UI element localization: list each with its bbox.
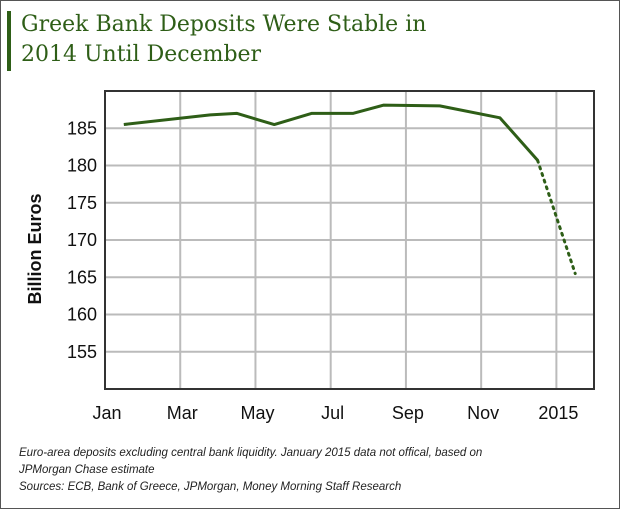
chart-title-line-2: 2014 Until December — [21, 42, 262, 67]
y-tick-label: 175 — [67, 193, 97, 213]
y-tick-label: 180 — [67, 156, 97, 176]
x-tick-label: 2015 — [538, 403, 578, 423]
chart-title: Greek Bank Deposits Were Stable in 2014 … — [21, 10, 481, 70]
title-accent-bar — [7, 11, 11, 71]
y-tick-label: 185 — [67, 118, 97, 138]
x-tick-label: Jan — [92, 403, 121, 423]
line-chart: 155 160 165 170 175 180 185 Jan Mar May Jul Sep Nov 2… — [25, 90, 595, 423]
y-axis-label: Billion Euros — [25, 193, 45, 304]
x-tick-label: Sep — [392, 403, 424, 423]
y-tick-label: 155 — [67, 342, 97, 362]
note-line-1: Euro-area deposits excluding central ban… — [19, 447, 483, 459]
plot-border — [104, 90, 595, 390]
chart-title-line-1: Greek Bank Deposits Were Stable in — [21, 12, 427, 37]
deposits-series-line — [123, 103, 539, 162]
y-tick-label: 170 — [67, 230, 97, 250]
chart-notes: Euro-area deposits excluding central ban… — [19, 445, 609, 496]
y-tick-label: 165 — [67, 267, 97, 287]
y-tick-label: 160 — [67, 305, 97, 325]
x-tick-label: Mar — [167, 403, 198, 423]
estimate-series-line — [536, 158, 577, 276]
series-lines — [123, 103, 577, 276]
x-tick-label: Nov — [467, 403, 499, 423]
grid — [105, 91, 594, 389]
x-tick-label: Jul — [321, 403, 344, 423]
note-line-2: JPMorgan Chase estimate — [19, 464, 155, 476]
ticks: 155 160 165 170 175 180 185 Jan Mar May Jul Sep Nov 2… — [67, 118, 578, 423]
x-tick-label: May — [240, 403, 274, 423]
sources-note: Sources: ECB, Bank of Greece, JPMorgan, … — [19, 481, 402, 493]
